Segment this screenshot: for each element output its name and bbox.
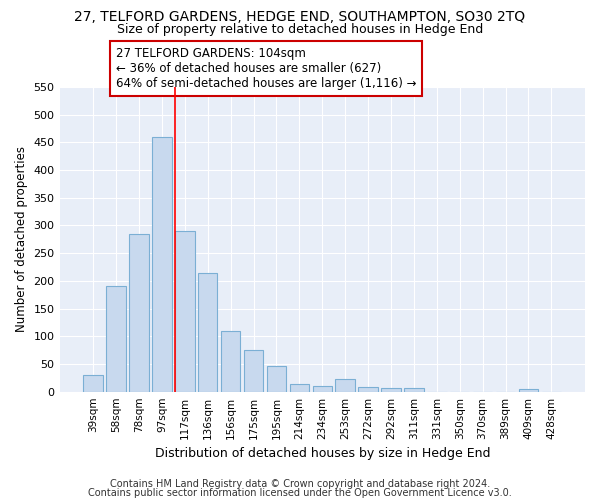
Bar <box>290 384 309 392</box>
Bar <box>106 286 126 392</box>
Bar <box>152 137 172 392</box>
Bar <box>244 350 263 392</box>
Text: Contains HM Land Registry data © Crown copyright and database right 2024.: Contains HM Land Registry data © Crown c… <box>110 479 490 489</box>
Text: 27 TELFORD GARDENS: 104sqm
← 36% of detached houses are smaller (627)
64% of sem: 27 TELFORD GARDENS: 104sqm ← 36% of deta… <box>116 47 416 90</box>
Text: Contains public sector information licensed under the Open Government Licence v3: Contains public sector information licen… <box>88 488 512 498</box>
Bar <box>267 366 286 392</box>
Bar <box>335 380 355 392</box>
Bar <box>313 386 332 392</box>
Text: Size of property relative to detached houses in Hedge End: Size of property relative to detached ho… <box>117 22 483 36</box>
Bar <box>358 387 378 392</box>
Bar <box>519 389 538 392</box>
Bar <box>381 388 401 392</box>
Bar <box>83 375 103 392</box>
Text: 27, TELFORD GARDENS, HEDGE END, SOUTHAMPTON, SO30 2TQ: 27, TELFORD GARDENS, HEDGE END, SOUTHAMP… <box>74 10 526 24</box>
Bar <box>198 272 217 392</box>
Bar <box>404 388 424 392</box>
Y-axis label: Number of detached properties: Number of detached properties <box>15 146 28 332</box>
Bar <box>129 234 149 392</box>
Bar <box>221 330 241 392</box>
X-axis label: Distribution of detached houses by size in Hedge End: Distribution of detached houses by size … <box>155 447 490 460</box>
Bar <box>175 231 194 392</box>
